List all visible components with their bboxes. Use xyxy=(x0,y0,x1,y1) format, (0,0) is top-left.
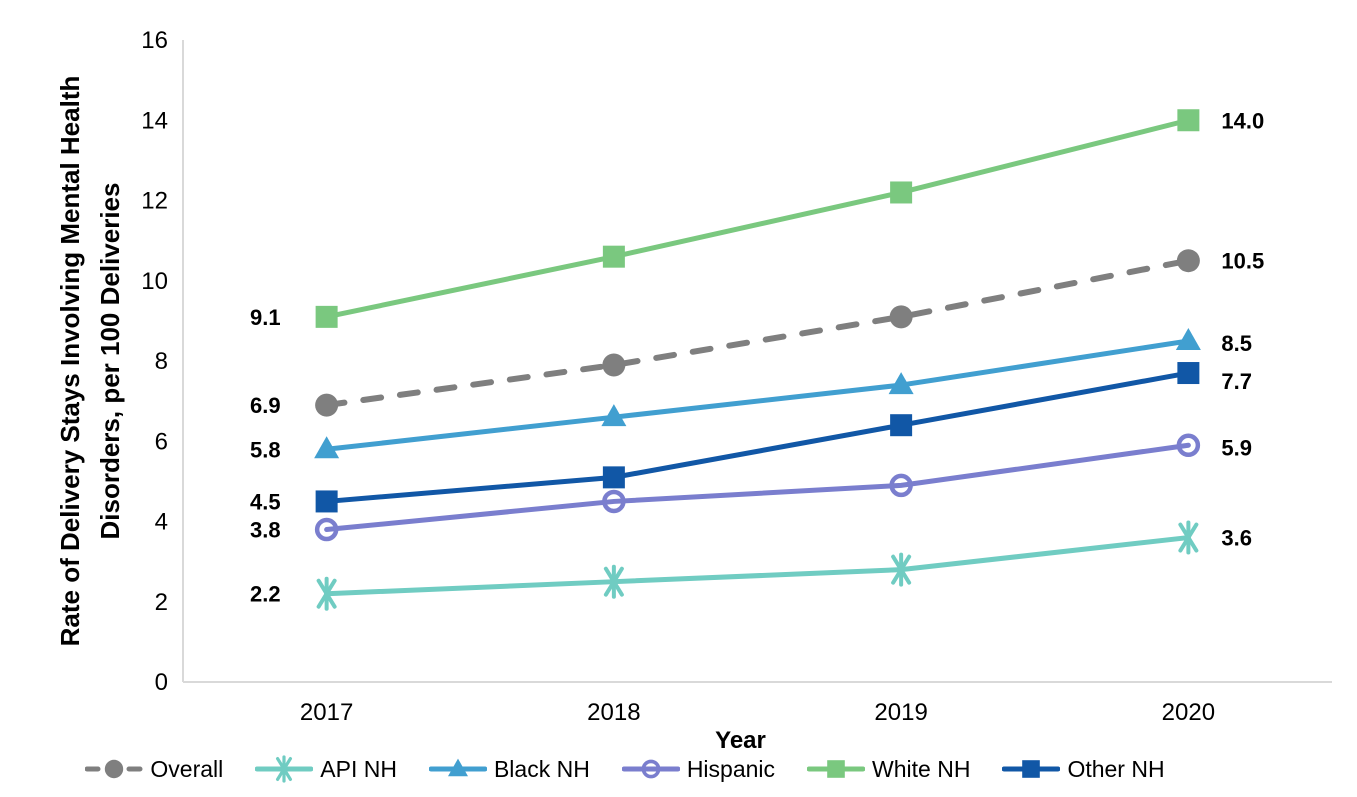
marker-overall-2017 xyxy=(315,393,339,417)
y-tick-label-2: 2 xyxy=(155,589,168,616)
data-label-other-nh-first: 4.5 xyxy=(250,489,281,514)
legend-swatch-overall xyxy=(85,759,144,779)
legend-label-white-nh: White NH xyxy=(872,755,971,782)
marker-black-nh-2019 xyxy=(888,372,914,395)
legend-item-white-nh: White NH xyxy=(807,755,970,783)
y-tick-label-16: 16 xyxy=(141,27,168,54)
marker-hispanic-2020 xyxy=(1176,433,1201,458)
marker-white-nh-2018 xyxy=(602,245,625,268)
y-tick-label-8: 8 xyxy=(155,348,168,375)
legend-swatch-hispanic xyxy=(621,759,680,779)
y-tick-label-12: 12 xyxy=(141,188,168,215)
legend-item-overall: Overall xyxy=(85,755,223,783)
marker-api-nh-2018 xyxy=(603,564,624,599)
marker-hispanic-2018 xyxy=(602,489,626,514)
y-tick-label-14: 14 xyxy=(141,107,168,134)
series-api-nh xyxy=(316,520,1199,611)
marker-white-nh-2020 xyxy=(1177,109,1200,132)
series-other-nh xyxy=(315,362,1200,513)
legend-swatch-white-nh xyxy=(807,760,866,778)
marker-api-nh-2017 xyxy=(316,576,337,611)
marker-api-nh-2020 xyxy=(1178,520,1199,555)
data-label-white-nh-first: 9.1 xyxy=(250,305,281,330)
x-tick-label-2017: 2017 xyxy=(300,699,353,726)
marker-other-nh-2020 xyxy=(1177,362,1200,385)
series-line-overall xyxy=(323,257,1192,409)
series-overall xyxy=(315,249,1200,417)
marker-overall-2019 xyxy=(889,305,913,329)
legend-label-hispanic: Hispanic xyxy=(686,755,776,782)
data-label-hispanic-first: 3.8 xyxy=(250,518,281,543)
legend-item-other-nh: Other NH xyxy=(1002,755,1165,783)
legend-item-black-nh: Black NH xyxy=(428,755,590,783)
legend: Overall API NH Black NH Hispanic White NH Oth… xyxy=(0,746,1250,792)
series-line-other-nh xyxy=(324,370,1191,504)
data-label-black-nh-first: 5.8 xyxy=(250,437,281,462)
marker-black-nh-2018 xyxy=(601,404,627,427)
data-label-api-nh-last: 3.6 xyxy=(1221,526,1252,551)
y-tick-label-10: 10 xyxy=(141,268,168,295)
marker-overall-2018 xyxy=(602,353,626,377)
series-line-black-nh xyxy=(324,338,1191,452)
legend-swatch-api-nh xyxy=(255,755,314,783)
legend-item-api-nh: API NH xyxy=(255,755,397,783)
data-label-overall-first: 6.9 xyxy=(250,393,281,418)
marker-hispanic-2019 xyxy=(889,473,913,498)
x-axis-title: Year xyxy=(715,727,766,754)
data-label-other-nh-last: 7.7 xyxy=(1221,369,1252,394)
marker-overall-2020 xyxy=(1176,249,1200,273)
legend-item-hispanic: Hispanic xyxy=(621,755,776,783)
data-label-overall-last: 10.5 xyxy=(1221,249,1264,274)
legend-swatch-other-nh xyxy=(1002,760,1061,778)
y-tick-label-0: 0 xyxy=(155,669,168,696)
y-tick-label-4: 4 xyxy=(155,509,168,536)
series-line-white-nh xyxy=(324,117,1191,320)
marker-other-nh-2019 xyxy=(890,414,913,437)
marker-other-nh-2018 xyxy=(602,466,625,489)
marker-black-nh-2017 xyxy=(314,436,340,459)
x-tick-label-2020: 2020 xyxy=(1162,699,1215,726)
marker-white-nh-2019 xyxy=(890,181,913,204)
legend-label-black-nh: Black NH xyxy=(493,755,590,782)
series-black-nh xyxy=(314,327,1201,459)
data-label-hispanic-last: 5.9 xyxy=(1221,435,1252,460)
x-tick-label-2019: 2019 xyxy=(874,699,927,726)
marker-other-nh-2017 xyxy=(315,490,338,513)
series-line-api-nh xyxy=(324,535,1191,597)
marker-white-nh-2017 xyxy=(315,305,338,328)
legend-swatch-black-nh xyxy=(428,758,487,777)
series-hispanic xyxy=(314,433,1201,542)
series-line-hispanic xyxy=(324,442,1191,533)
marker-hispanic-2017 xyxy=(314,517,339,542)
legend-label-api-nh: API NH xyxy=(320,755,397,782)
legend-label-other-nh: Other NH xyxy=(1067,755,1165,782)
data-label-white-nh-last: 14.0 xyxy=(1221,108,1264,133)
marker-api-nh-2019 xyxy=(891,552,912,587)
data-label-black-nh-last: 8.5 xyxy=(1221,331,1252,356)
series-white-nh xyxy=(315,109,1200,328)
x-tick-label-2018: 2018 xyxy=(587,699,640,726)
data-label-api-nh-first: 2.2 xyxy=(250,582,281,607)
marker-black-nh-2020 xyxy=(1175,327,1201,350)
legend-label-overall: Overall xyxy=(150,755,224,782)
y-tick-label-6: 6 xyxy=(155,428,168,455)
